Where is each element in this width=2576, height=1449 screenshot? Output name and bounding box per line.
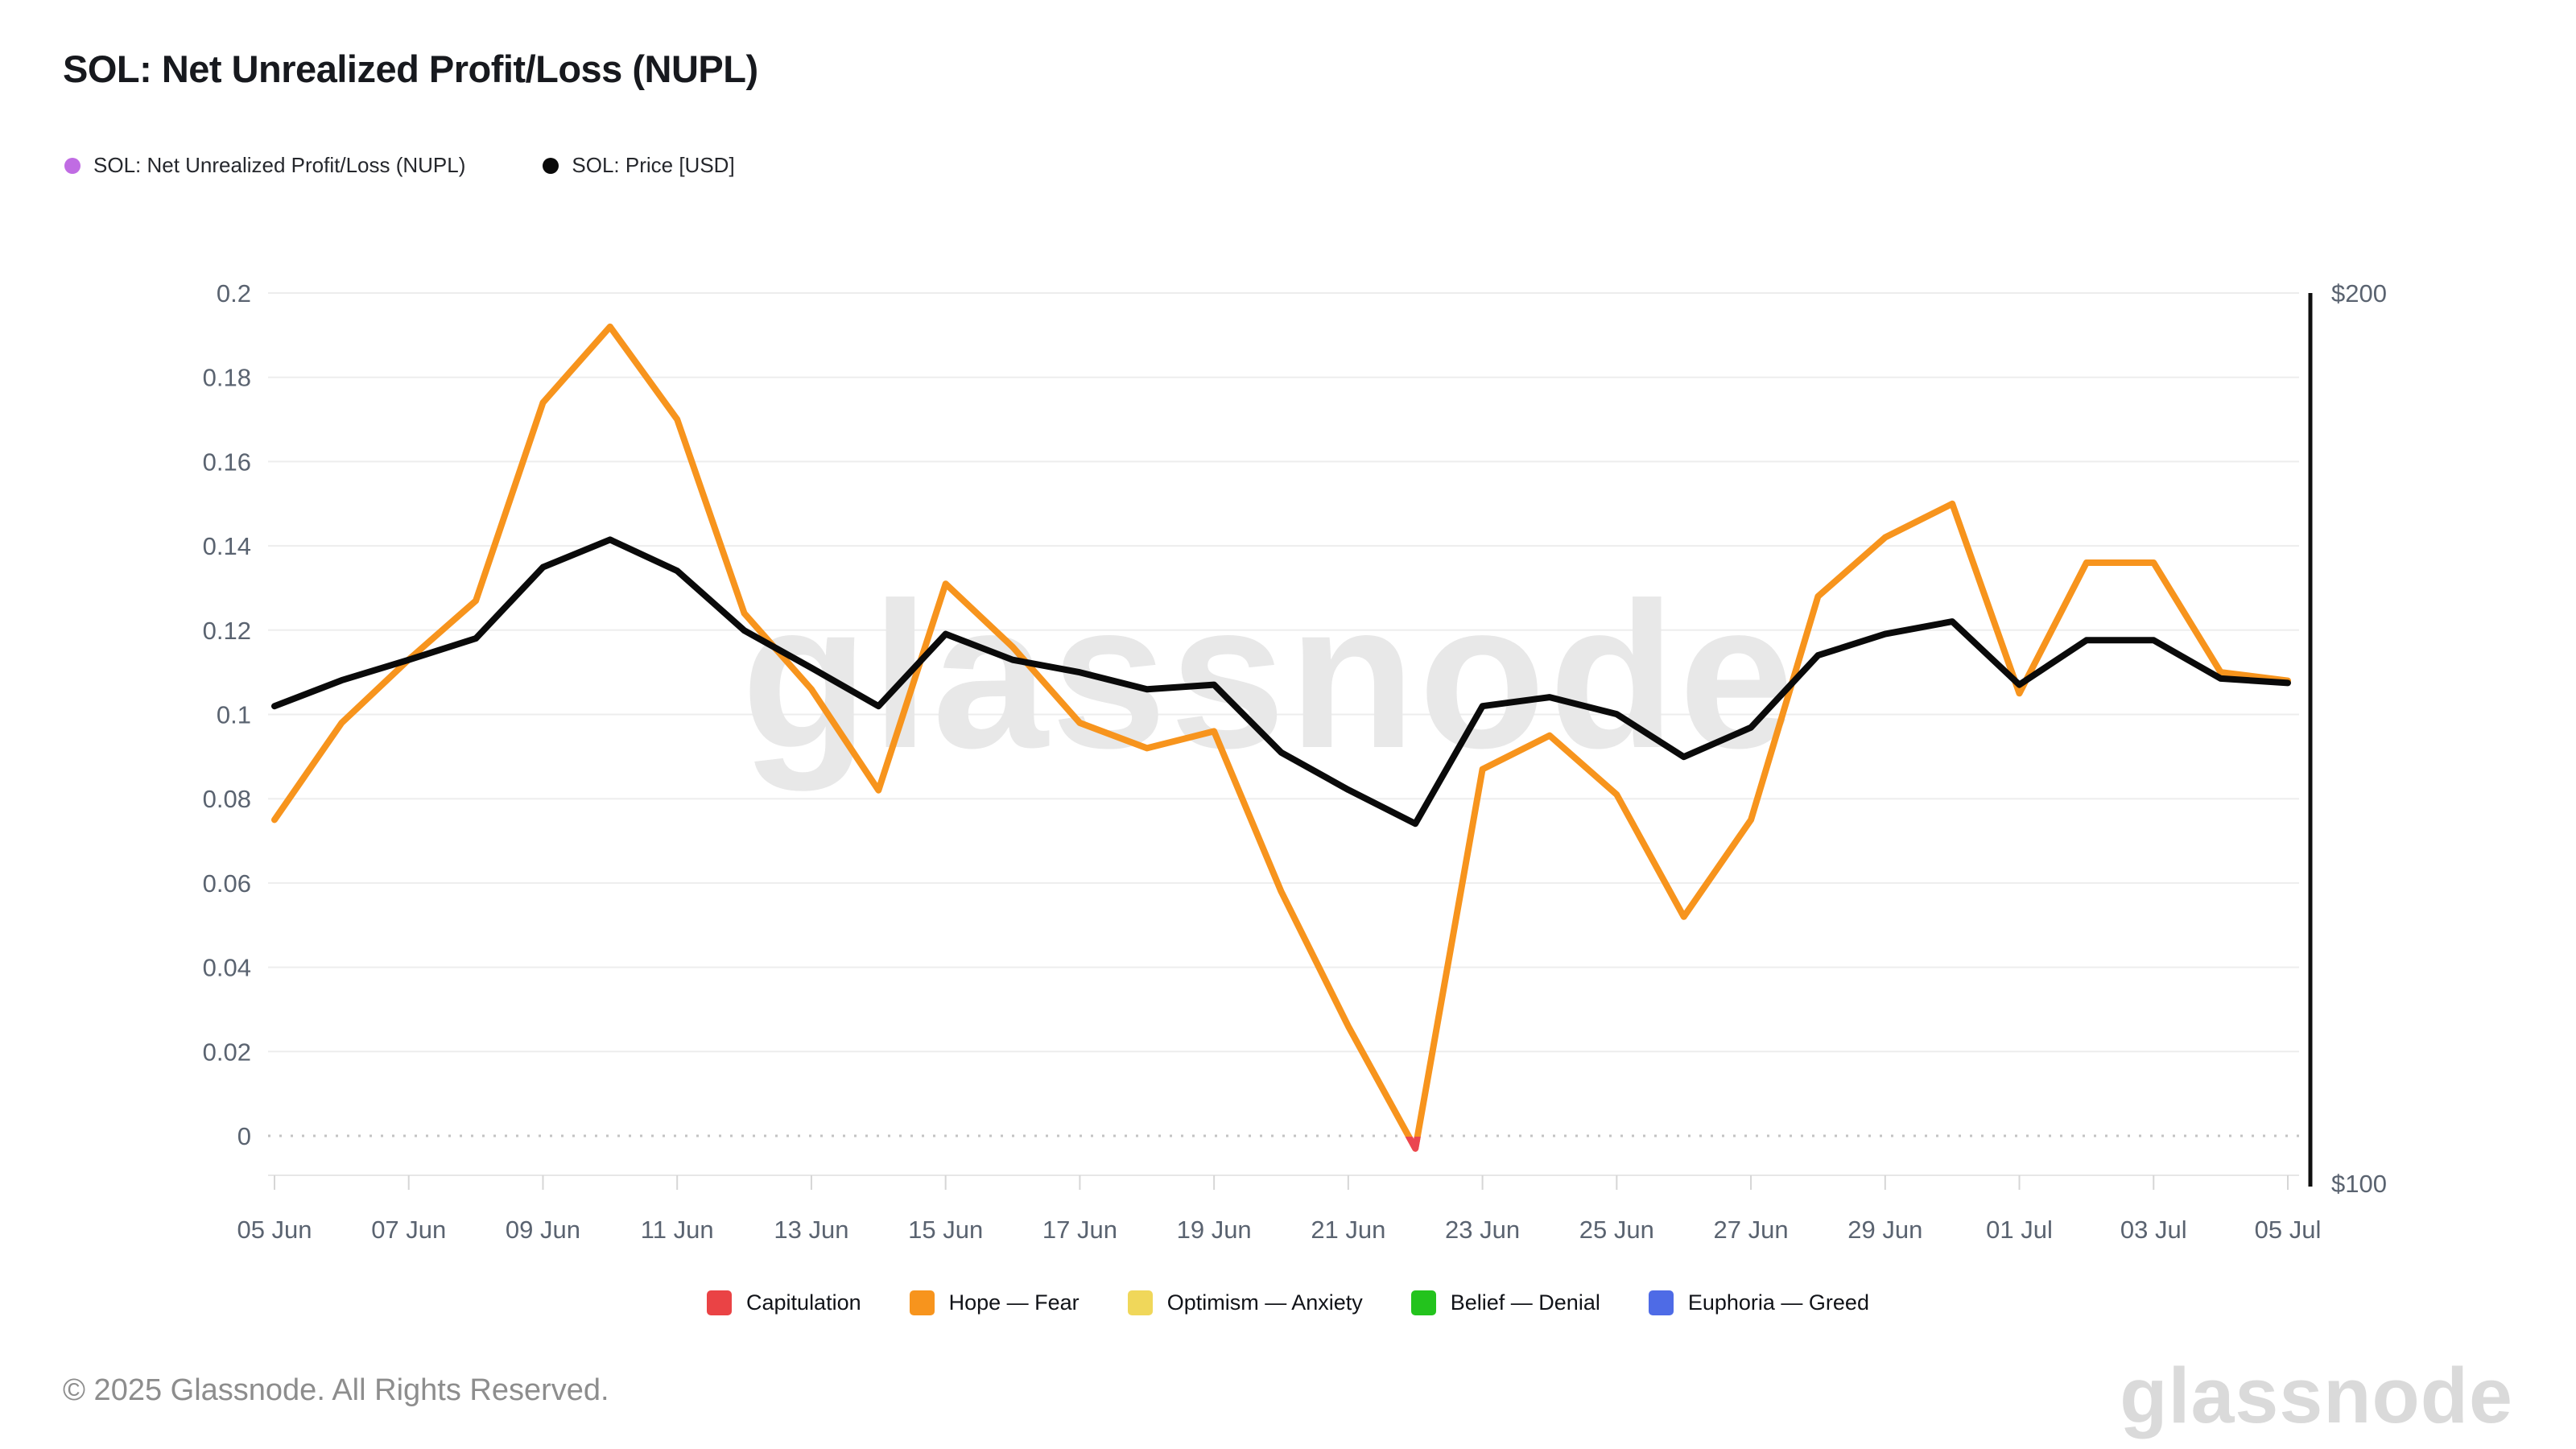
hope-fear-swatch-icon (909, 1290, 935, 1315)
legend-item-price[interactable]: SOL: Price [USD] (543, 153, 735, 178)
glassnode-watermark: glassnode (741, 559, 1798, 792)
legend-item-label: SOL: Net Unrealized Profit/Loss (NUPL) (93, 153, 466, 177)
x-axis-tick-label: 11 Jun (641, 1216, 714, 1244)
y-axis-tick-label: 0.06 (203, 869, 251, 898)
page-title: SOL: Net Unrealized Profit/Loss (NUPL) (63, 47, 758, 90)
x-axis-labels: 05 Jun 07 Jun 09 Jun 11 Jun 13 Jun 15 Jun 17 J… (237, 1216, 2321, 1244)
glassnode-wordmark: glassnode (2120, 1352, 2513, 1439)
y-axis-tick-label: 0.08 (203, 785, 251, 813)
x-axis-tick-label: 21 Jun (1311, 1216, 1385, 1244)
legend-item-nupl[interactable]: SOL: Net Unrealized Profit/Loss (NUPL) (64, 153, 465, 178)
x-axis-tick-label: 29 Jun (1847, 1216, 1922, 1244)
x-axis-tick-label: 23 Jun (1445, 1216, 1520, 1244)
zone-item-optimism-anxiety[interactable]: Optimism — Anxiety (1127, 1290, 1363, 1315)
x-axis-tick-label: 09 Jun (506, 1216, 580, 1244)
y-axis-tick-label: 0.1 (217, 701, 251, 729)
y-axis-tick-label: 0.16 (203, 448, 251, 476)
zone-label: Euphoria — Greed (1687, 1290, 1869, 1315)
price-line (271, 536, 2291, 828)
euphoria-greed-swatch-icon (1648, 1290, 1674, 1315)
zone-item-belief-denial[interactable]: Belief — Denial (1410, 1290, 1600, 1315)
zone-item-capitulation[interactable]: Capitulation (707, 1290, 861, 1315)
x-axis-tick-label: 27 Jun (1714, 1216, 1789, 1244)
left-axis-labels: 0.2 0.18 0.16 0.14 0.12 0.1 0.08 0.06 0.04 0.02 0 (203, 279, 251, 1150)
x-axis-tick-label: 07 Jun (371, 1216, 446, 1244)
price-axis-tick-label: $100 (2331, 1170, 2387, 1198)
zone-label: Optimism — Anxiety (1166, 1290, 1363, 1315)
y-axis-tick-label: 0.18 (203, 364, 251, 392)
series-legend: SOL: Net Unrealized Profit/Loss (NUPL) S… (64, 153, 735, 178)
x-axis-tick-label: 19 Jun (1177, 1216, 1252, 1244)
price-axis-tick-label: $200 (2331, 279, 2387, 308)
price-series-dot-icon (543, 157, 559, 174)
y-axis-tick-label: 0.2 (217, 279, 251, 308)
x-axis-tick-label: 13 Jun (774, 1216, 848, 1244)
y-axis-tick-label: 0.14 (203, 532, 251, 560)
legend-item-label: SOL: Price [USD] (572, 153, 735, 177)
x-axis-tick-label: 17 Jun (1042, 1216, 1117, 1244)
zone-label: Belief — Denial (1450, 1290, 1600, 1315)
y-axis-tick-label: 0.12 (203, 617, 251, 645)
zone-item-hope-fear[interactable]: Hope — Fear (909, 1290, 1080, 1315)
x-axis-tick-label: 15 Jun (908, 1216, 983, 1244)
zone-label: Capitulation (746, 1290, 861, 1315)
x-axis-tick-label: 25 Jun (1579, 1216, 1654, 1244)
nupl-series-dot-icon (64, 157, 80, 174)
x-axis-ticks (274, 1175, 2289, 1190)
optimism-anxiety-swatch-icon (1127, 1290, 1153, 1315)
nupl-zones-legend: Capitulation Hope — Fear Optimism — Anxi… (0, 1290, 2576, 1315)
copyright-text: © 2025 Glassnode. All Rights Reserved. (63, 1373, 609, 1407)
zone-label: Hope — Fear (948, 1290, 1080, 1315)
y-axis-tick-label: 0.04 (203, 954, 251, 982)
x-axis-tick-label: 03 Jul (2120, 1216, 2187, 1244)
capitulation-swatch-icon (707, 1290, 733, 1315)
x-axis-tick-label: 01 Jul (1986, 1216, 2053, 1244)
gridlines (268, 292, 2299, 1137)
x-axis-tick-label: 05 Jun (237, 1216, 312, 1244)
x-axis-tick-label: 05 Jul (2255, 1216, 2322, 1244)
y-axis-tick-label: 0 (237, 1122, 251, 1150)
zone-item-euphoria-greed[interactable]: Euphoria — Greed (1648, 1290, 1869, 1315)
nupl-line (271, 323, 2291, 1152)
y-axis-tick-label: 0.02 (203, 1038, 251, 1066)
belief-denial-swatch-icon (1410, 1290, 1436, 1315)
